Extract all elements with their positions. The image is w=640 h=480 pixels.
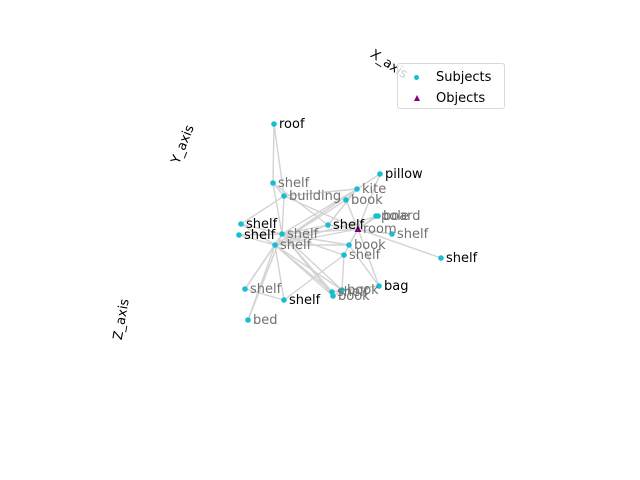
subject-node-marker — [341, 252, 347, 258]
node-label: bag — [384, 279, 408, 294]
relation-edge — [274, 244, 285, 301]
relation-edge — [274, 215, 379, 246]
subject-node-marker — [245, 317, 251, 323]
relation-edge — [357, 228, 442, 259]
subject-node-marker — [346, 242, 352, 248]
node-label: pillow — [385, 167, 423, 182]
node-label: shelf — [289, 293, 321, 308]
subject-node-marker — [330, 293, 336, 299]
relation-edge — [281, 228, 359, 235]
legend-item-subjects: Subjects — [404, 68, 491, 86]
relation-edge — [356, 173, 381, 190]
relation-edge — [238, 233, 283, 236]
subject-node-marker — [373, 213, 379, 219]
node-label: book — [351, 193, 383, 208]
relation-edge — [240, 223, 283, 235]
edge-layer — [238, 123, 442, 321]
node-label: shelf — [250, 282, 282, 297]
node-label: pole — [381, 209, 409, 224]
relation-edge — [283, 195, 359, 230]
subject-node-marker — [279, 231, 285, 237]
node-label: shelf — [246, 217, 278, 232]
subject-node-marker — [438, 255, 444, 261]
subject-node-marker — [339, 287, 345, 293]
subject-node-marker — [389, 231, 395, 237]
node-label: roof — [279, 117, 305, 132]
relation-edge — [274, 188, 358, 246]
node-label: building — [289, 189, 341, 204]
relation-edge — [274, 244, 334, 297]
subject-node-marker — [281, 193, 287, 199]
node-label: shelf — [287, 227, 319, 242]
relation-edge — [283, 188, 358, 197]
relation-edge — [272, 123, 275, 184]
relation-edge — [240, 195, 285, 225]
relation-edge — [341, 254, 345, 291]
relation-edge — [327, 224, 359, 230]
subject-node-marker — [238, 221, 244, 227]
node-layer — [236, 121, 444, 323]
node-label-layer: roofshelfbuildingpillowkitebookboardpole… — [244, 117, 478, 328]
subject-node-marker — [377, 171, 383, 177]
node-label: room — [363, 222, 397, 237]
relation-edge — [357, 215, 377, 230]
relation-edge — [357, 228, 380, 287]
subject-node-marker — [270, 180, 276, 186]
subject-node-marker — [236, 232, 242, 238]
subject-node-marker — [242, 286, 248, 292]
node-label: shelf — [333, 218, 365, 233]
node-label: shelf — [244, 228, 276, 243]
node-label: bed — [253, 313, 278, 328]
legend-item-objects: Objects — [404, 89, 485, 107]
relation-edge — [345, 199, 359, 230]
subject-node-marker — [343, 197, 349, 203]
relation-edge — [348, 244, 380, 287]
relation-edge — [273, 123, 285, 197]
node-label: book — [354, 238, 386, 253]
subject-node-marker — [281, 297, 287, 303]
relation-edge — [281, 233, 343, 291]
legend-label-subjects: Subjects — [436, 69, 492, 85]
node-label: shelf — [446, 251, 478, 266]
node-label: board — [383, 209, 421, 224]
subject-marker-icon — [404, 68, 426, 86]
node-label: book — [347, 283, 379, 298]
object-marker-icon — [404, 89, 426, 107]
node-label: shelf — [280, 238, 312, 253]
node-label: shelf — [397, 227, 429, 242]
relation-edge — [244, 288, 285, 301]
object-node-marker — [354, 225, 362, 232]
relation-edge — [274, 224, 329, 246]
legend-label-objects: Objects — [436, 90, 486, 106]
relation-edge — [327, 188, 358, 226]
relation-edge — [281, 195, 285, 235]
node-label: shelf — [337, 285, 369, 300]
relation-edge — [272, 182, 283, 235]
legend: Subjects Objects — [397, 63, 505, 109]
subject-node-marker — [271, 121, 277, 127]
node-label: book — [338, 289, 370, 304]
relation-edge — [343, 228, 359, 256]
node-label: kite — [362, 182, 386, 197]
relation-edge — [281, 188, 358, 235]
subject-node-marker — [325, 222, 331, 228]
relation-edge — [281, 233, 350, 246]
node-label: shelf — [278, 176, 310, 191]
subject-node-marker — [272, 242, 278, 248]
relation-edge — [238, 234, 276, 246]
relation-edge — [357, 228, 393, 235]
node-label: shelf — [349, 248, 381, 263]
relation-edge — [281, 224, 329, 235]
subject-node-marker — [354, 186, 360, 192]
relation-edge — [247, 233, 283, 321]
subject-node-marker — [376, 283, 382, 289]
relation-edge — [357, 173, 381, 230]
relation-edge — [274, 244, 343, 291]
